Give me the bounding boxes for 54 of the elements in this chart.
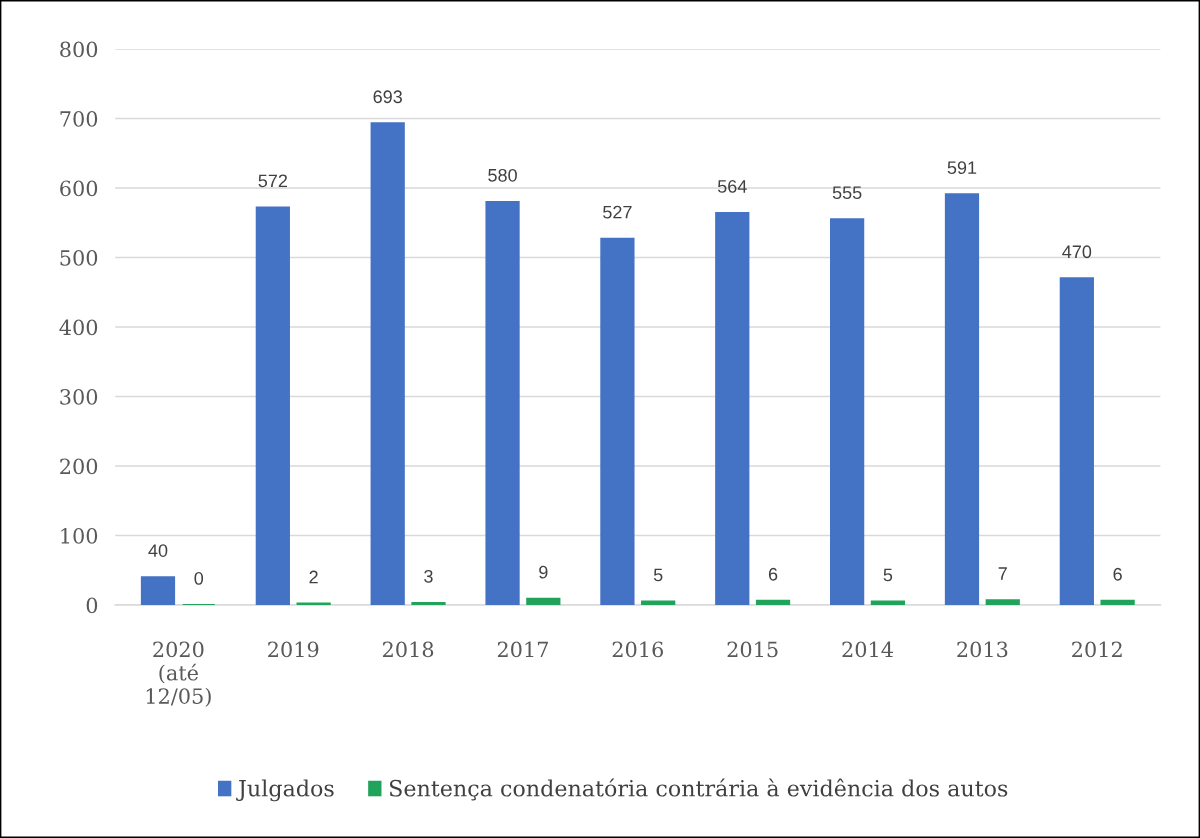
bar <box>600 237 635 606</box>
x-tick-label: 2018 <box>382 641 434 658</box>
bar <box>985 599 1020 606</box>
data-label: 5 <box>653 568 663 582</box>
legend-label: Julgados <box>236 779 334 802</box>
data-label: 470 <box>1062 245 1092 259</box>
bar <box>715 212 750 606</box>
bar <box>485 200 520 606</box>
bar <box>526 597 561 606</box>
data-label: 572 <box>258 174 287 188</box>
data-label: 555 <box>832 186 862 200</box>
bar <box>641 600 676 606</box>
data-label: 693 <box>373 90 402 104</box>
x-tick-label: 2015 <box>727 641 778 658</box>
y-tick-label: 0 <box>86 597 98 614</box>
bar <box>830 218 865 606</box>
bar <box>370 122 405 606</box>
x-tick-label: 2020 (até 12/05) <box>146 641 211 707</box>
bar <box>755 599 791 606</box>
y-tick-label: 300 <box>60 388 98 405</box>
y-tick-label: 100 <box>61 527 98 544</box>
x-tick-label: 2019 <box>268 641 319 658</box>
bar <box>411 601 446 606</box>
bar <box>944 193 980 606</box>
data-label: 2 <box>309 570 318 584</box>
y-tick-label: 500 <box>60 249 98 266</box>
x-tick-label: 2014 <box>842 641 893 658</box>
data-label: 6 <box>1113 567 1122 581</box>
data-label: 527 <box>603 205 632 219</box>
data-label: 40 <box>148 544 168 557</box>
bar <box>870 600 906 606</box>
y-tick-label: 400 <box>59 319 98 336</box>
legend-label: Sentença condenatória contrária à evidência dos autos <box>390 778 1008 801</box>
y-tick-label: 700 <box>60 110 98 127</box>
data-label: 3 <box>424 569 433 583</box>
data-label: 5 <box>883 568 893 582</box>
data-label: 6 <box>768 567 778 581</box>
bar <box>1059 277 1094 606</box>
y-tick-label: 600 <box>60 180 98 197</box>
data-label: 7 <box>998 567 1007 580</box>
x-tick-label: 2017 <box>497 641 548 658</box>
data-label: 591 <box>947 161 977 175</box>
data-label: 0 <box>194 572 204 585</box>
data-label: 580 <box>488 168 517 182</box>
data-label: 9 <box>539 565 548 579</box>
x-tick-label: 2012 <box>1072 641 1122 658</box>
x-tick-label: 2013 <box>957 641 1008 658</box>
y-tick-label: 800 <box>60 41 98 58</box>
bar <box>140 576 176 606</box>
y-tick-label: 200 <box>60 458 98 475</box>
bar <box>1100 599 1135 606</box>
bar <box>255 206 290 606</box>
data-label: 564 <box>717 180 747 193</box>
x-tick-label: 2016 <box>612 641 663 658</box>
